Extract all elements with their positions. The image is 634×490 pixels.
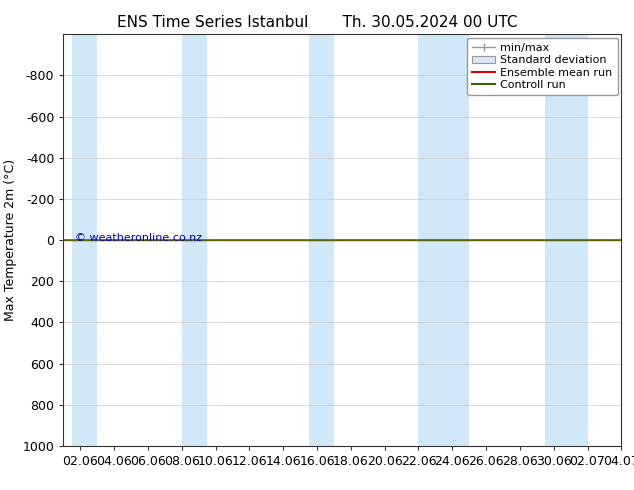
Text: © weatheronline.co.nz: © weatheronline.co.nz bbox=[75, 233, 202, 243]
Bar bbox=[72, 34, 97, 446]
Bar bbox=[309, 34, 334, 446]
Bar bbox=[182, 34, 207, 446]
Bar bbox=[545, 34, 588, 446]
Y-axis label: Max Temperature 2m (°C): Max Temperature 2m (°C) bbox=[4, 159, 17, 321]
Bar bbox=[418, 34, 469, 446]
Legend: min/max, Standard deviation, Ensemble mean run, Controll run: min/max, Standard deviation, Ensemble me… bbox=[467, 38, 618, 96]
Text: ENS Time Series Istanbul       Th. 30.05.2024 00 UTC: ENS Time Series Istanbul Th. 30.05.2024 … bbox=[117, 15, 517, 30]
